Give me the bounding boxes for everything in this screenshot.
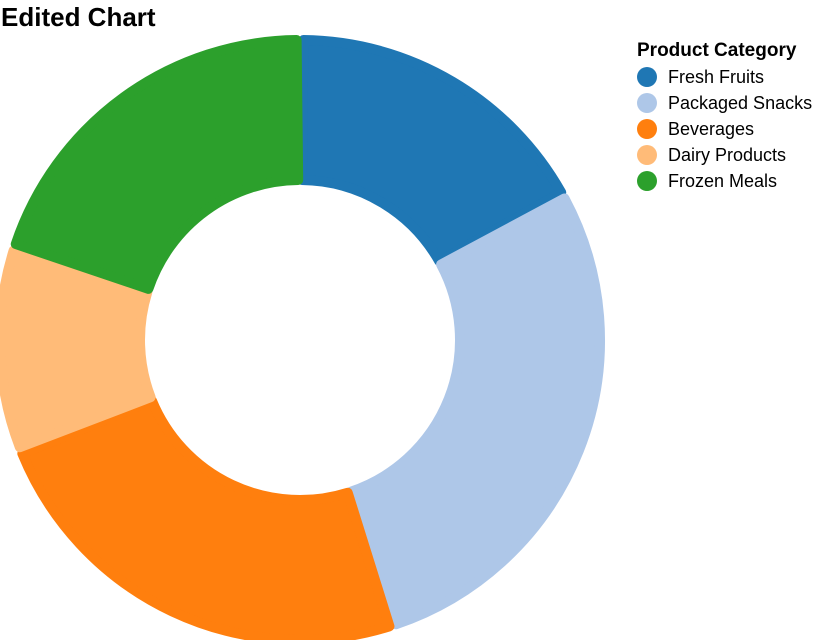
legend-swatch-packaged-snacks <box>637 93 657 113</box>
legend-title: Product Category <box>637 40 797 61</box>
donut-chart <box>0 35 605 640</box>
slice-beverages <box>17 395 395 640</box>
slice-fresh-fruits <box>296 35 567 267</box>
legend-item-packaged-snacks: Packaged Snacks <box>637 90 827 116</box>
legend-item-beverages: Beverages <box>637 116 827 142</box>
legend-label-packaged-snacks: Packaged Snacks <box>668 93 813 113</box>
legend-label-beverages: Beverages <box>668 119 755 139</box>
legend-label-dairy-products: Dairy Products <box>668 145 787 165</box>
legend-item-frozen-meals: Frozen Meals <box>637 168 827 194</box>
legend-swatch-dairy-products <box>637 145 657 165</box>
slice-frozen-meals <box>10 35 304 294</box>
legend: Product Category Fresh Fruits Packaged Sn… <box>637 38 827 194</box>
chart-title: Edited Chart <box>1 2 156 32</box>
legend-swatch-beverages <box>637 119 657 139</box>
legend-item-fresh-fruits: Fresh Fruits <box>637 64 827 90</box>
legend-label-frozen-meals: Frozen Meals <box>668 171 778 191</box>
legend-label-fresh-fruits: Fresh Fruits <box>668 67 765 87</box>
legend-swatch-frozen-meals <box>637 171 657 191</box>
legend-item-dairy-products: Dairy Products <box>637 142 827 168</box>
slice-packaged-snacks <box>346 193 605 630</box>
slice-dairy-products <box>0 245 156 453</box>
legend-swatch-fresh-fruits <box>637 67 657 87</box>
donut-slices <box>0 35 605 640</box>
legend-items: Fresh Fruits Packaged Snacks Beverages Dair… <box>637 64 827 194</box>
